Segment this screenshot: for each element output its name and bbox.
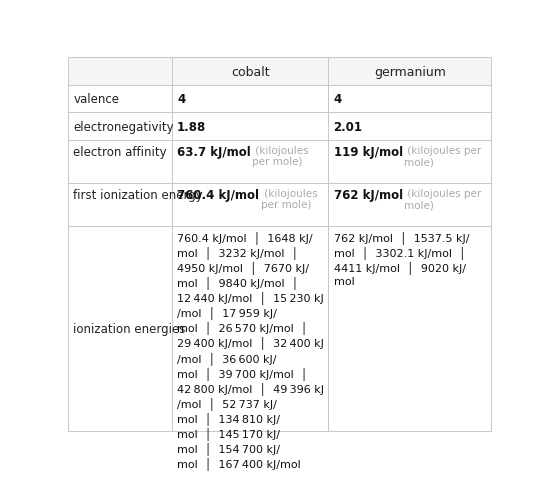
Bar bbox=[329, 113, 491, 141]
Bar bbox=[329, 86, 491, 113]
Text: germanium: germanium bbox=[374, 65, 446, 78]
Text: valence: valence bbox=[73, 93, 120, 106]
Bar bbox=[172, 183, 329, 227]
Bar bbox=[68, 113, 172, 141]
Text: 762 kJ/mol: 762 kJ/mol bbox=[334, 188, 403, 201]
Bar bbox=[68, 141, 172, 183]
Bar bbox=[68, 227, 172, 431]
Text: 4: 4 bbox=[177, 93, 185, 106]
Text: 63.7 kJ/mol: 63.7 kJ/mol bbox=[177, 145, 251, 158]
Text: (kilojoules
per mole): (kilojoules per mole) bbox=[260, 188, 317, 210]
Text: 119 kJ/mol: 119 kJ/mol bbox=[334, 145, 403, 158]
Bar bbox=[172, 86, 329, 113]
Text: 760.4 kJ/mol: 760.4 kJ/mol bbox=[177, 188, 259, 201]
Text: ionization energies: ionization energies bbox=[73, 322, 186, 335]
Text: 2.01: 2.01 bbox=[334, 121, 363, 134]
Bar bbox=[172, 113, 329, 141]
Bar bbox=[172, 227, 329, 431]
Bar bbox=[68, 86, 172, 113]
Text: 4: 4 bbox=[334, 93, 342, 106]
Bar bbox=[68, 58, 172, 86]
Text: (kilojoules
per mole): (kilojoules per mole) bbox=[252, 145, 309, 167]
Text: cobalt: cobalt bbox=[231, 65, 270, 78]
Bar bbox=[68, 183, 172, 227]
Bar bbox=[329, 183, 491, 227]
Text: (kilojoules per
mole): (kilojoules per mole) bbox=[405, 188, 482, 210]
Bar bbox=[172, 58, 329, 86]
Text: 1.88: 1.88 bbox=[177, 121, 206, 134]
Text: 762 kJ/mol  │  1537.5 kJ/
mol  │  3302.1 kJ/mol  │
4411 kJ/mol  │  9020 kJ/
mol: 762 kJ/mol │ 1537.5 kJ/ mol │ 3302.1 kJ/… bbox=[334, 231, 469, 286]
Bar bbox=[172, 141, 329, 183]
Bar bbox=[329, 58, 491, 86]
Bar bbox=[329, 141, 491, 183]
Text: (kilojoules per
mole): (kilojoules per mole) bbox=[405, 145, 482, 167]
Text: electronegativity: electronegativity bbox=[73, 121, 174, 134]
Text: first ionization energy: first ionization energy bbox=[73, 188, 203, 201]
Text: 760.4 kJ/mol  │  1648 kJ/
mol  │  3232 kJ/mol  │
4950 kJ/mol  │  7670 kJ/
mol  │: 760.4 kJ/mol │ 1648 kJ/ mol │ 3232 kJ/mo… bbox=[177, 231, 324, 470]
Bar bbox=[329, 227, 491, 431]
Text: electron affinity: electron affinity bbox=[73, 145, 167, 158]
